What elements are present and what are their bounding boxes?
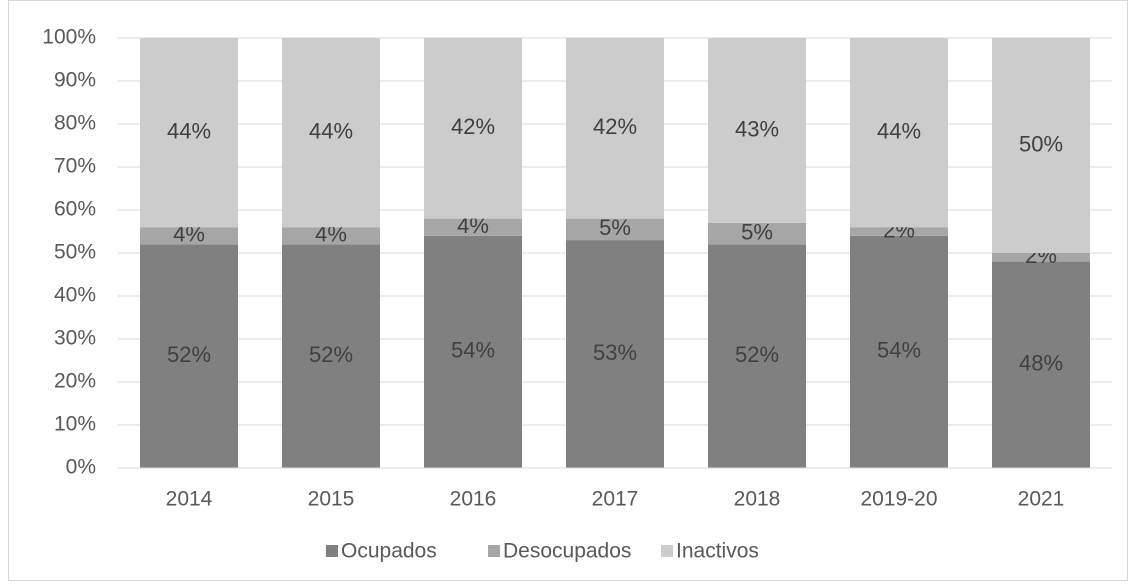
x-tick-label: 2018 [734,488,781,511]
bar-segment [282,227,380,245]
y-tick-label: 40% [54,284,96,307]
data-label: 44% [167,118,211,143]
bar-segment [566,38,664,219]
legend-swatch [488,545,500,557]
data-label: 5% [741,219,773,244]
data-label: 48% [1019,351,1063,376]
y-tick-label: 80% [54,112,96,135]
legend-swatch [661,545,673,557]
legend-label: Ocupados [341,540,437,563]
data-label: 54% [451,338,495,363]
data-label: 44% [877,118,921,143]
y-tick-label: 70% [54,155,96,178]
bar-segment [850,38,948,228]
data-label: 42% [451,114,495,139]
bar-segment [282,244,380,468]
bar-segment [708,244,806,468]
y-tick-label: 30% [54,327,96,350]
bar-segment [424,218,522,236]
y-tick-label: 60% [54,198,96,221]
x-tick-label: 2021 [1018,488,1065,511]
data-label: 42% [593,114,637,139]
bar-segment [140,38,238,228]
data-label: 44% [309,118,353,143]
legend-label: Desocupados [503,540,631,563]
legend-label: Inactivos [676,540,759,563]
data-label: 54% [877,338,921,363]
bar-segment [992,261,1090,468]
y-tick-label: 100% [42,26,96,49]
bar-segment [140,227,238,245]
bar-segment [992,38,1090,253]
bar-segment [850,227,948,236]
y-tick-label: 0% [66,456,96,479]
bar-segment [140,244,238,468]
data-label: 50% [1019,131,1063,156]
bar-segment [424,235,522,468]
bar-segment [708,38,806,223]
bar-segment [850,235,948,468]
data-label: 5% [599,215,631,240]
data-label: 52% [167,342,211,367]
y-tick-label: 20% [54,370,96,393]
bar-segment [424,38,522,219]
x-tick-label: 2014 [166,488,213,511]
x-tick-label: 2017 [592,488,639,511]
data-label: 52% [735,342,779,367]
y-tick-label: 50% [54,241,96,264]
data-label: 43% [735,116,779,141]
bar-segment [566,218,664,241]
bar-segment [566,240,664,468]
chart-border [8,0,1128,581]
legend-swatch [326,545,338,557]
y-tick-label: 10% [54,413,96,436]
bar-segment [708,222,806,245]
bar-segment [282,38,380,228]
data-label: 53% [593,340,637,365]
x-tick-label: 2019-20 [860,488,937,511]
data-label: 52% [309,342,353,367]
bar-segment [992,253,1090,262]
x-tick-label: 2015 [308,488,355,511]
y-tick-label: 90% [54,69,96,92]
x-tick-label: 2016 [450,488,497,511]
